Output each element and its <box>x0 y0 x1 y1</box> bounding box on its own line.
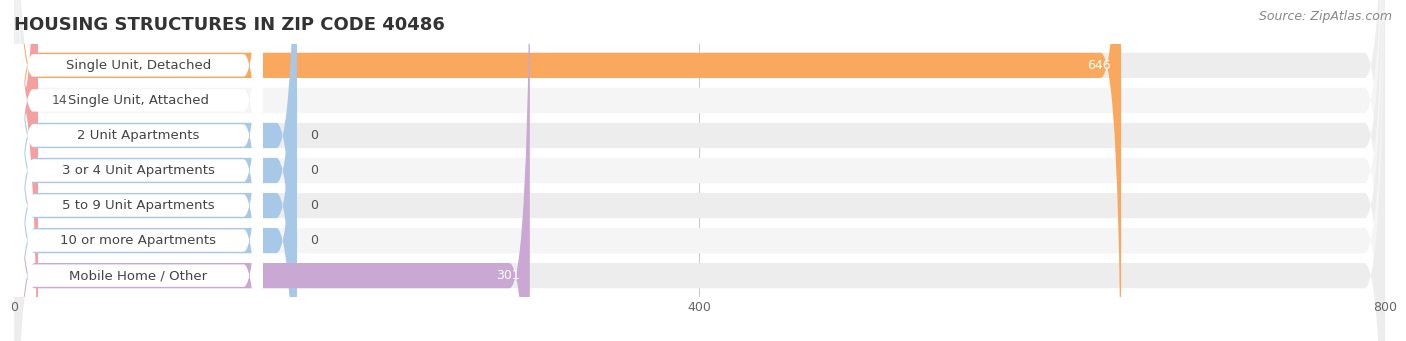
Text: 0: 0 <box>311 234 319 247</box>
Text: 10 or more Apartments: 10 or more Apartments <box>60 234 217 247</box>
FancyBboxPatch shape <box>14 0 263 341</box>
FancyBboxPatch shape <box>14 0 263 341</box>
FancyBboxPatch shape <box>14 0 263 341</box>
Text: 14: 14 <box>52 94 67 107</box>
FancyBboxPatch shape <box>14 0 1385 341</box>
FancyBboxPatch shape <box>14 0 263 341</box>
Text: 5 to 9 Unit Apartments: 5 to 9 Unit Apartments <box>62 199 215 212</box>
Text: Source: ZipAtlas.com: Source: ZipAtlas.com <box>1258 10 1392 23</box>
FancyBboxPatch shape <box>14 0 38 341</box>
Text: Single Unit, Attached: Single Unit, Attached <box>67 94 209 107</box>
Text: HOUSING STRUCTURES IN ZIP CODE 40486: HOUSING STRUCTURES IN ZIP CODE 40486 <box>14 16 444 34</box>
Text: 646: 646 <box>1087 59 1111 72</box>
FancyBboxPatch shape <box>14 0 1385 341</box>
FancyBboxPatch shape <box>14 0 297 341</box>
Text: 0: 0 <box>311 199 319 212</box>
FancyBboxPatch shape <box>14 0 530 341</box>
Text: Single Unit, Detached: Single Unit, Detached <box>66 59 211 72</box>
Text: 3 or 4 Unit Apartments: 3 or 4 Unit Apartments <box>62 164 215 177</box>
FancyBboxPatch shape <box>14 0 263 341</box>
FancyBboxPatch shape <box>14 0 1121 341</box>
FancyBboxPatch shape <box>14 0 263 341</box>
FancyBboxPatch shape <box>14 0 1385 341</box>
FancyBboxPatch shape <box>14 0 1385 341</box>
FancyBboxPatch shape <box>14 0 1385 341</box>
FancyBboxPatch shape <box>14 0 297 341</box>
Text: 2 Unit Apartments: 2 Unit Apartments <box>77 129 200 142</box>
FancyBboxPatch shape <box>14 0 263 341</box>
FancyBboxPatch shape <box>14 0 1385 341</box>
Text: 301: 301 <box>496 269 520 282</box>
FancyBboxPatch shape <box>14 0 297 341</box>
Text: 0: 0 <box>311 164 319 177</box>
Text: 0: 0 <box>311 129 319 142</box>
FancyBboxPatch shape <box>14 0 1385 341</box>
FancyBboxPatch shape <box>14 0 297 341</box>
Text: Mobile Home / Other: Mobile Home / Other <box>69 269 207 282</box>
